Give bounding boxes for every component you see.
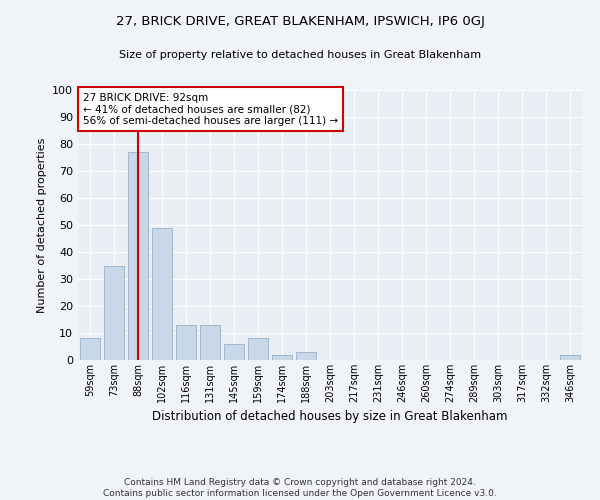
Y-axis label: Number of detached properties: Number of detached properties [37, 138, 47, 312]
Text: Size of property relative to detached houses in Great Blakenham: Size of property relative to detached ho… [119, 50, 481, 60]
Bar [176, 325, 196, 360]
Bar [560, 354, 580, 360]
Text: Contains HM Land Registry data © Crown copyright and database right 2024.
Contai: Contains HM Land Registry data © Crown c… [103, 478, 497, 498]
Bar [128, 152, 148, 360]
Bar [80, 338, 100, 360]
Text: 27, BRICK DRIVE, GREAT BLAKENHAM, IPSWICH, IP6 0GJ: 27, BRICK DRIVE, GREAT BLAKENHAM, IPSWIC… [116, 15, 484, 28]
Bar [104, 266, 124, 360]
Bar [296, 352, 316, 360]
Text: 27 BRICK DRIVE: 92sqm
← 41% of detached houses are smaller (82)
56% of semi-deta: 27 BRICK DRIVE: 92sqm ← 41% of detached … [83, 92, 338, 126]
Bar [224, 344, 244, 360]
Bar [248, 338, 268, 360]
Bar [272, 354, 292, 360]
Bar [152, 228, 172, 360]
Bar [200, 325, 220, 360]
X-axis label: Distribution of detached houses by size in Great Blakenham: Distribution of detached houses by size … [152, 410, 508, 424]
